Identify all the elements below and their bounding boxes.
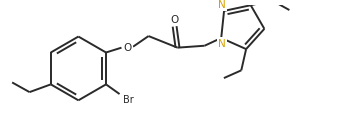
Text: Br: Br <box>123 95 134 105</box>
Text: O: O <box>123 43 131 53</box>
Text: O: O <box>170 15 179 25</box>
Text: N: N <box>218 0 226 10</box>
Text: N: N <box>218 39 226 49</box>
